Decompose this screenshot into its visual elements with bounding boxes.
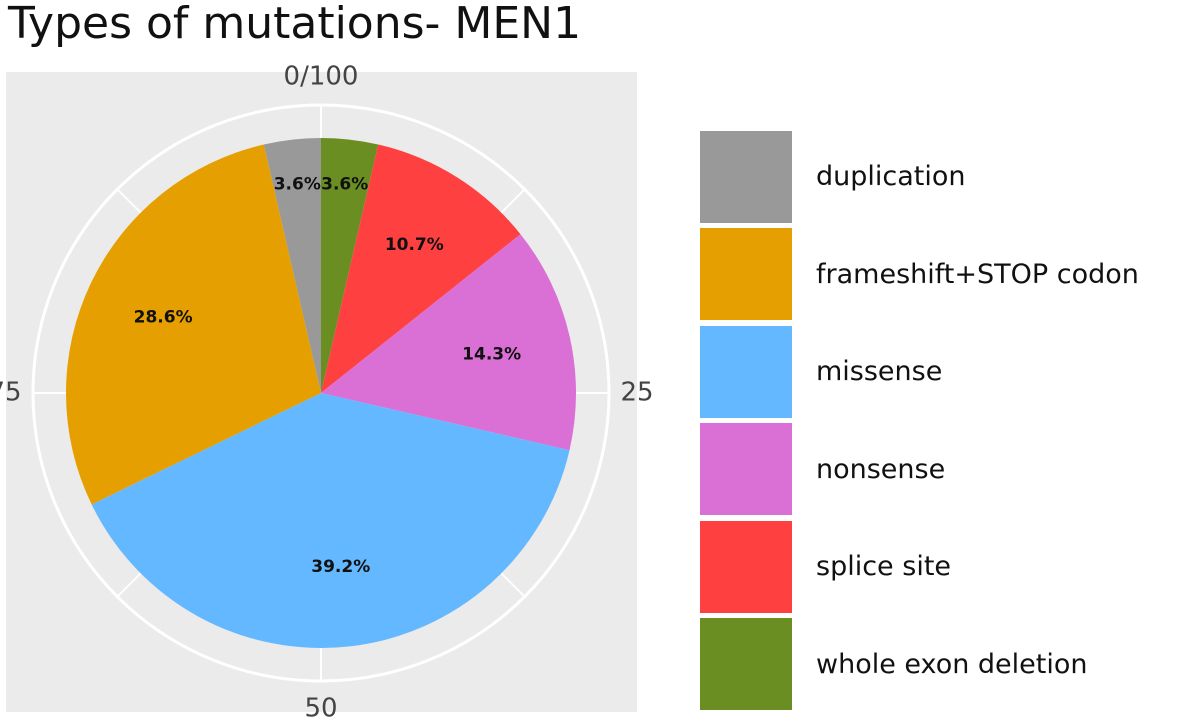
legend-label: duplication xyxy=(816,161,966,193)
angle-tick-label: 50 xyxy=(304,694,337,722)
legend-swatch xyxy=(700,228,792,321)
slice-label: 10.7% xyxy=(385,235,444,255)
legend-label: frameshift+STOP codon xyxy=(816,258,1139,290)
slice-label: 28.6% xyxy=(134,307,193,327)
legend-swatch xyxy=(700,325,792,418)
legend-item: frameshift+STOP codon xyxy=(700,226,1139,324)
legend-item: nonsense xyxy=(700,421,1139,519)
legend-label: nonsense xyxy=(816,453,946,485)
legend-label: missense xyxy=(816,356,943,388)
slice-label: 3.6% xyxy=(321,174,368,194)
legend-item: whole exon deletion xyxy=(700,616,1139,714)
slice-label: 39.2% xyxy=(311,557,370,577)
legend-swatch xyxy=(700,130,792,223)
angle-tick-labels: 0/100 25 50 75 xyxy=(0,62,654,722)
pie-slices xyxy=(65,138,576,649)
legend-swatch xyxy=(700,520,792,613)
legend-label: splice site xyxy=(816,551,952,583)
pie-slice-splice-site xyxy=(321,144,521,393)
pie-slice-whole-exon-deletion xyxy=(321,138,379,393)
pie-slice-nonsense xyxy=(321,234,576,451)
legend-item: splice site xyxy=(700,518,1139,616)
angle-tick-label: 25 xyxy=(620,378,653,408)
legend-label: whole exon deletion xyxy=(816,648,1088,680)
legend-swatch xyxy=(700,423,792,516)
legend: duplication frameshift+STOP codon missense… xyxy=(700,128,1139,713)
slice-label: 3.6% xyxy=(274,174,321,194)
pie-slice-duplication xyxy=(263,138,321,393)
angle-tick-label: 0/100 xyxy=(284,62,359,92)
chart-title: Types of mutations- MEN1 xyxy=(8,0,582,49)
angle-tick-label: 75 xyxy=(0,378,22,408)
slice-label: 14.3% xyxy=(462,344,521,364)
pie-slice-frameshift-stop-codon xyxy=(65,144,322,505)
legend-item: missense xyxy=(700,323,1139,421)
pie-slice-missense xyxy=(91,393,570,649)
legend-item: duplication xyxy=(700,128,1139,226)
slice-labels: 3.6% 10.7% 14.3% 39.2% 28.6% 3.6% xyxy=(134,174,522,577)
legend-swatch xyxy=(700,618,792,711)
